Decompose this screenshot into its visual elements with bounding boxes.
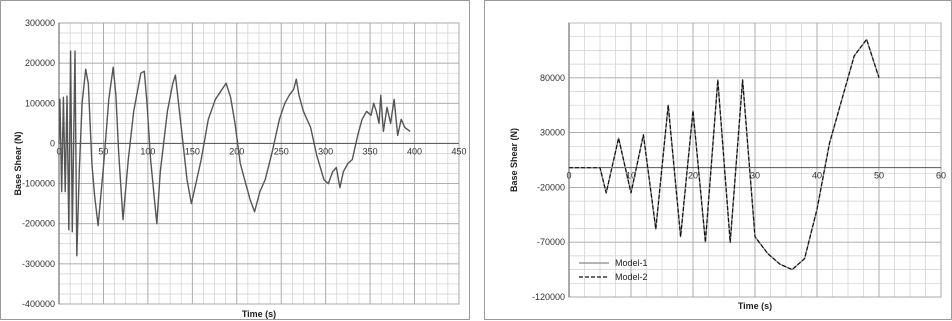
x-tick-label: 150 (185, 146, 200, 156)
x-tick-label: 100 (140, 146, 155, 156)
y-tick-label: -20000 (537, 182, 565, 192)
x-tick-label: 20 (688, 171, 698, 181)
y-tick-label: 300000 (25, 18, 55, 28)
y-tick-label: 200000 (25, 58, 55, 68)
x-tick-label: 0 (566, 171, 571, 181)
y-tick-label: 30000 (540, 128, 565, 138)
y-axis-title: Base Shear (N) (13, 131, 23, 195)
y-tick-label: -100000 (22, 179, 55, 189)
y-tick-label: 100000 (25, 98, 55, 108)
y-tick-label: -200000 (22, 219, 55, 229)
x-tick-label: 300 (318, 146, 333, 156)
y-axis-title: Base Shear (N) (509, 128, 519, 192)
y-tick-label: -120000 (532, 292, 565, 302)
x-tick-label: 40 (812, 171, 822, 181)
legend-label: Model-1 (615, 258, 648, 268)
x-tick-label: 50 (98, 146, 108, 156)
y-tick-label: -400000 (22, 299, 55, 309)
left-chart: 0 50 100 150 200 250 300 350 400 450 300000 200000 1… (13, 18, 467, 319)
x-tick-label: 400 (407, 146, 422, 156)
y-tick-label: -300000 (22, 259, 55, 269)
series-line-1 (58, 50, 411, 257)
right-chart-panel: 0 10 20 30 40 50 60 80000 30000 -20000 -70000 -1200… (484, 0, 952, 320)
series-line-2 (569, 38, 880, 271)
x-tick-label: 350 (363, 146, 378, 156)
x-tick-label: 200 (229, 146, 244, 156)
grid (568, 22, 942, 298)
x-tick-label: 50 (874, 171, 884, 181)
legend-label: Model-2 (615, 272, 648, 282)
x-tick-label: 60 (936, 171, 946, 181)
y-tick-label: 0 (50, 138, 55, 148)
x-tick-label: 30 (750, 171, 760, 181)
x-tick-label: 0 (56, 146, 61, 156)
y-tick-label: 80000 (540, 73, 565, 83)
x-tick-label: 250 (274, 146, 289, 156)
legend: Model-1 Model-2 (579, 258, 648, 282)
x-tick-label: 450 (451, 146, 466, 156)
right-chart: 0 10 20 30 40 50 60 80000 30000 -20000 -70000 -1200… (509, 22, 946, 311)
y-tick-label: -70000 (537, 237, 565, 247)
left-chart-panel: 0 50 100 150 200 250 300 350 400 450 300000 200000 1… (0, 0, 470, 320)
x-tick-label: 10 (626, 171, 636, 181)
x-axis-title: Time (s) (242, 309, 276, 319)
x-axis-title: Time (s) (738, 301, 772, 311)
